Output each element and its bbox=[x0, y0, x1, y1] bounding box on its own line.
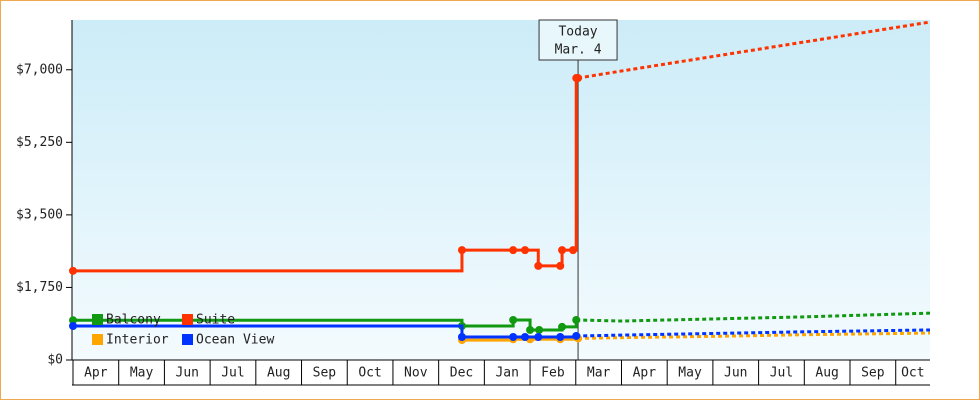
forecast-line bbox=[576, 311, 931, 323]
x-tick-label: Apr bbox=[633, 366, 657, 381]
price-point bbox=[457, 246, 466, 255]
legend-swatch bbox=[182, 314, 193, 325]
x-tick-label: Sep bbox=[861, 366, 885, 381]
legend-label: Ocean View bbox=[196, 333, 274, 348]
price-point bbox=[572, 315, 581, 324]
x-tick-label: Mar bbox=[587, 366, 611, 381]
forecast-line bbox=[577, 20, 931, 80]
today-label: Today bbox=[558, 25, 597, 40]
x-tick-label: Apr bbox=[84, 366, 108, 381]
price-point bbox=[69, 322, 77, 330]
x-tick-label: May bbox=[130, 366, 154, 381]
legend-swatch bbox=[92, 334, 103, 345]
price-point bbox=[509, 315, 518, 324]
price-point bbox=[558, 322, 567, 331]
price-point bbox=[574, 74, 583, 83]
legend-swatch bbox=[182, 334, 193, 345]
price-point bbox=[535, 325, 544, 334]
price-point bbox=[526, 325, 535, 334]
x-tick-label: Dec bbox=[450, 366, 473, 381]
y-tick-label: $7,000 bbox=[16, 62, 63, 77]
price-point bbox=[509, 332, 518, 341]
price-point bbox=[534, 261, 543, 270]
x-tick-label: Sep bbox=[313, 366, 337, 381]
x-tick-label: May bbox=[678, 366, 702, 381]
x-tick-label: Jul bbox=[221, 366, 244, 381]
price-point bbox=[457, 332, 466, 341]
y-tick-label: $5,250 bbox=[16, 135, 63, 150]
price-point bbox=[558, 246, 567, 255]
price-point bbox=[556, 332, 565, 341]
x-tick-label: Jun bbox=[724, 366, 747, 381]
price-point bbox=[509, 246, 518, 255]
today-box bbox=[538, 19, 618, 61]
forecast-line bbox=[578, 331, 931, 340]
legend-label: Balcony bbox=[106, 313, 161, 328]
legend-label: Suite bbox=[196, 313, 235, 328]
price-point bbox=[534, 332, 543, 341]
price-point bbox=[572, 331, 581, 340]
plot-area bbox=[72, 20, 930, 360]
legend-swatch bbox=[92, 314, 103, 325]
today-label: Mar. 4 bbox=[555, 43, 602, 58]
x-tick-label: Aug bbox=[267, 366, 290, 381]
x-tick-label: Jun bbox=[176, 366, 199, 381]
x-tick-label: Oct bbox=[901, 366, 924, 381]
x-tick-label: Jul bbox=[770, 366, 793, 381]
x-tick-label: Aug bbox=[815, 366, 838, 381]
x-tick-label: Feb bbox=[541, 366, 565, 381]
price-point bbox=[556, 261, 565, 270]
price-point bbox=[569, 246, 578, 255]
price-point bbox=[69, 266, 77, 275]
y-tick-label: $0 bbox=[47, 353, 63, 368]
price-point bbox=[521, 332, 530, 341]
forecast-line bbox=[576, 328, 931, 338]
legend-label: Interior bbox=[106, 333, 169, 348]
y-tick-label: $3,500 bbox=[16, 207, 63, 222]
x-tick-label: Jan bbox=[495, 366, 518, 381]
price-point bbox=[521, 246, 530, 255]
x-tick-label: Oct bbox=[358, 366, 381, 381]
x-tick-label: Nov bbox=[404, 366, 428, 381]
price-point bbox=[69, 316, 77, 325]
y-tick-label: $1,750 bbox=[16, 280, 63, 295]
